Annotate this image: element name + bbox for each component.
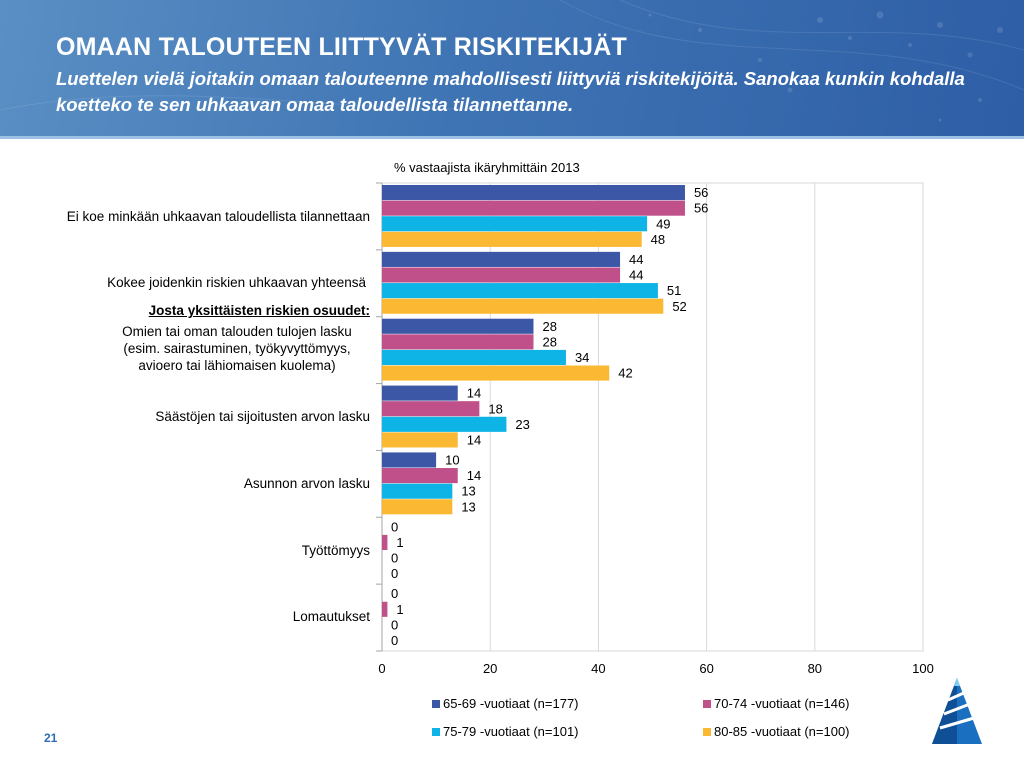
data-label-s0-c5: 0 — [391, 519, 398, 534]
bar-s3-c2 — [382, 365, 610, 381]
category-label-6: Lomautukset — [292, 609, 370, 624]
data-label-s1-c2: 28 — [542, 334, 556, 349]
x-tick-label-1: 20 — [483, 661, 497, 676]
slide-header: OMAAN TALOUTEEN LIITTYVÄT RISKITEKIJÄT L… — [0, 0, 1024, 136]
slide-subtitle: Luettelen vielä joitakin omaan talouteen… — [56, 68, 965, 115]
bar-s2-c1 — [382, 283, 658, 299]
x-tick-label-3: 60 — [699, 661, 713, 676]
bar-chart: % vastaajista ikäryhmittäin 2013 0 20 40 60… — [0, 150, 1024, 750]
bar-s1-c3 — [382, 401, 480, 417]
data-label-s1-c6: 1 — [396, 602, 403, 617]
bar-s0-c3 — [382, 385, 458, 401]
data-label-s1-c1: 44 — [629, 268, 643, 283]
x-tick-label-4: 80 — [808, 661, 822, 676]
chart-plot: 0 20 40 60 80 1005656494844445152282834421418… — [376, 182, 934, 676]
bar-s0-c1 — [382, 251, 621, 267]
data-label-s3-c2: 42 — [618, 366, 632, 381]
data-label-s0-c3: 14 — [467, 386, 481, 401]
bar-s1-c1 — [382, 267, 621, 283]
data-label-s3-c0: 48 — [651, 232, 665, 247]
chart-title: % vastaajista ikäryhmittäin 2013 — [394, 160, 580, 175]
chart-subheading: Josta yksittäisten riskien osuudet: — [148, 303, 370, 318]
x-tick-label-5: 100 — [912, 661, 934, 676]
bar-s2-c0 — [382, 216, 648, 232]
data-label-s2-c3: 23 — [515, 417, 529, 432]
data-label-s0-c6: 0 — [391, 586, 398, 601]
page-number: 21 — [44, 731, 58, 745]
category-label-5: Työttömyys — [301, 543, 370, 558]
legend-item-0: 65-69 -vuotiaat (n=177) — [432, 696, 579, 711]
data-label-s1-c5: 1 — [396, 535, 403, 550]
legend-item-2: 75-79 -vuotiaat (n=101) — [432, 724, 579, 739]
legend-swatch-1 — [703, 699, 711, 708]
data-label-s2-c2: 34 — [575, 350, 589, 365]
data-label-s0-c0: 56 — [694, 185, 708, 200]
data-label-s0-c4: 10 — [445, 453, 459, 468]
bar-s0-c2 — [382, 318, 534, 334]
data-label-s2-c0: 49 — [656, 216, 670, 231]
legend-swatch-0 — [432, 699, 440, 708]
bar-s2-c4 — [382, 483, 453, 499]
header-decoration — [0, 0, 1024, 122]
x-tick-label-2: 40 — [591, 661, 605, 676]
legend-item-3: 80-85 -vuotiaat (n=100) — [703, 724, 850, 739]
category-label-1: Kokee joidenkin riskien uhkaavan yhteens… — [107, 275, 366, 290]
data-label-s1-c0: 56 — [694, 201, 708, 216]
bar-s2-c2 — [382, 349, 566, 366]
category-label-0: Ei koe minkään uhkaavan taloudellista ti… — [66, 209, 370, 224]
data-label-s2-c5: 0 — [391, 551, 398, 566]
slide-title: OMAAN TALOUTEEN LIITTYVÄT RISKITEKIJÄT — [56, 33, 628, 61]
bar-s3-c4 — [382, 499, 453, 515]
data-label-s2-c6: 0 — [391, 617, 398, 632]
data-label-s2-c1: 51 — [667, 283, 681, 298]
data-label-s3-c1: 52 — [672, 299, 686, 314]
data-label-s3-c6: 0 — [391, 633, 398, 648]
category-label-3: Säästöjen tai sijoitusten arvon lasku — [155, 409, 370, 424]
legend-swatch-2 — [432, 727, 440, 736]
legend-label-3: 80-85 -vuotiaat (n=100) — [714, 724, 850, 739]
bar-s2-c3 — [382, 416, 507, 432]
data-label-s1-c3: 18 — [488, 401, 502, 416]
data-label-s2-c4: 13 — [461, 484, 475, 499]
data-label-s3-c5: 0 — [391, 566, 398, 581]
bar-s1-c6 — [382, 601, 388, 617]
bar-s0-c0 — [382, 185, 685, 201]
bar-s3-c3 — [382, 432, 458, 448]
legend-item-1: 70-74 -vuotiaat (n=146) — [703, 696, 850, 711]
data-label-s0-c2: 28 — [542, 319, 556, 334]
data-label-s0-c1: 44 — [629, 252, 643, 267]
data-label-s1-c4: 14 — [467, 468, 481, 483]
bar-s1-c5 — [382, 534, 388, 550]
legend-label-2: 75-79 -vuotiaat (n=101) — [443, 724, 579, 739]
bar-s3-c0 — [382, 231, 642, 247]
legend-swatch-3 — [703, 727, 711, 736]
data-label-s3-c4: 13 — [461, 499, 475, 514]
bar-s1-c4 — [382, 468, 458, 484]
legend-label-1: 70-74 -vuotiaat (n=146) — [714, 696, 850, 711]
category-label-2: Omien tai oman talouden tulojen lasku (e… — [122, 324, 352, 373]
bar-s3-c1 — [382, 298, 664, 314]
bar-s0-c4 — [382, 452, 437, 468]
bar-s1-c0 — [382, 200, 685, 216]
header-divider — [0, 136, 1024, 139]
legend-label-0: 65-69 -vuotiaat (n=177) — [443, 696, 579, 711]
pyramid-logo — [932, 678, 982, 744]
bar-s1-c2 — [382, 334, 534, 350]
category-label-4: Asunnon arvon lasku — [243, 476, 370, 491]
data-label-s3-c3: 14 — [467, 432, 481, 447]
x-tick-label-0: 0 — [378, 661, 385, 676]
